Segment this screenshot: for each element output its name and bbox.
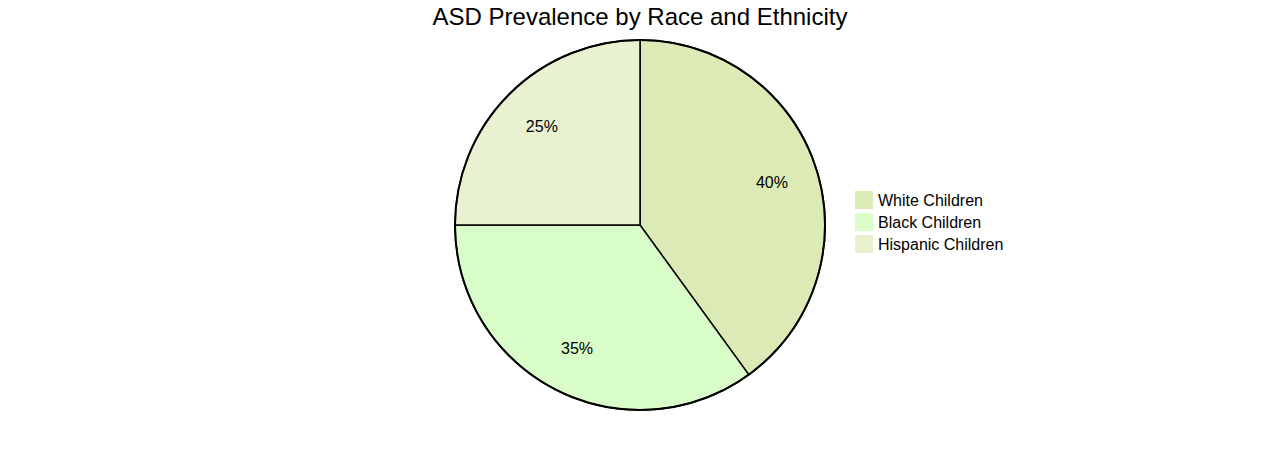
- legend-label: White Children: [878, 192, 983, 209]
- data-label: 25%: [526, 118, 558, 135]
- pie-slice: [455, 225, 749, 410]
- legend: White Children Black Children Hispanic Chi…: [855, 191, 1003, 253]
- chart: ASD Prevalence by Race and Ethnicity 40% 3…: [0, 0, 1280, 450]
- pie-slice: [455, 40, 640, 225]
- legend-item: Black Children: [855, 213, 981, 231]
- legend-label: Black Children: [878, 214, 981, 231]
- data-label: 40%: [756, 174, 788, 191]
- legend-swatch: [855, 191, 873, 209]
- data-label: 35%: [561, 340, 593, 357]
- legend-swatch: [855, 213, 873, 231]
- pie: 40% 35% 25%: [455, 40, 825, 410]
- legend-label: Hispanic Children: [878, 236, 1003, 253]
- legend-item: White Children: [855, 191, 983, 209]
- pie-outline: [455, 40, 825, 410]
- legend-swatch: [855, 235, 873, 253]
- legend-item: Hispanic Children: [855, 235, 1003, 253]
- title: ASD Prevalence by Race and Ethnicity: [433, 3, 848, 30]
